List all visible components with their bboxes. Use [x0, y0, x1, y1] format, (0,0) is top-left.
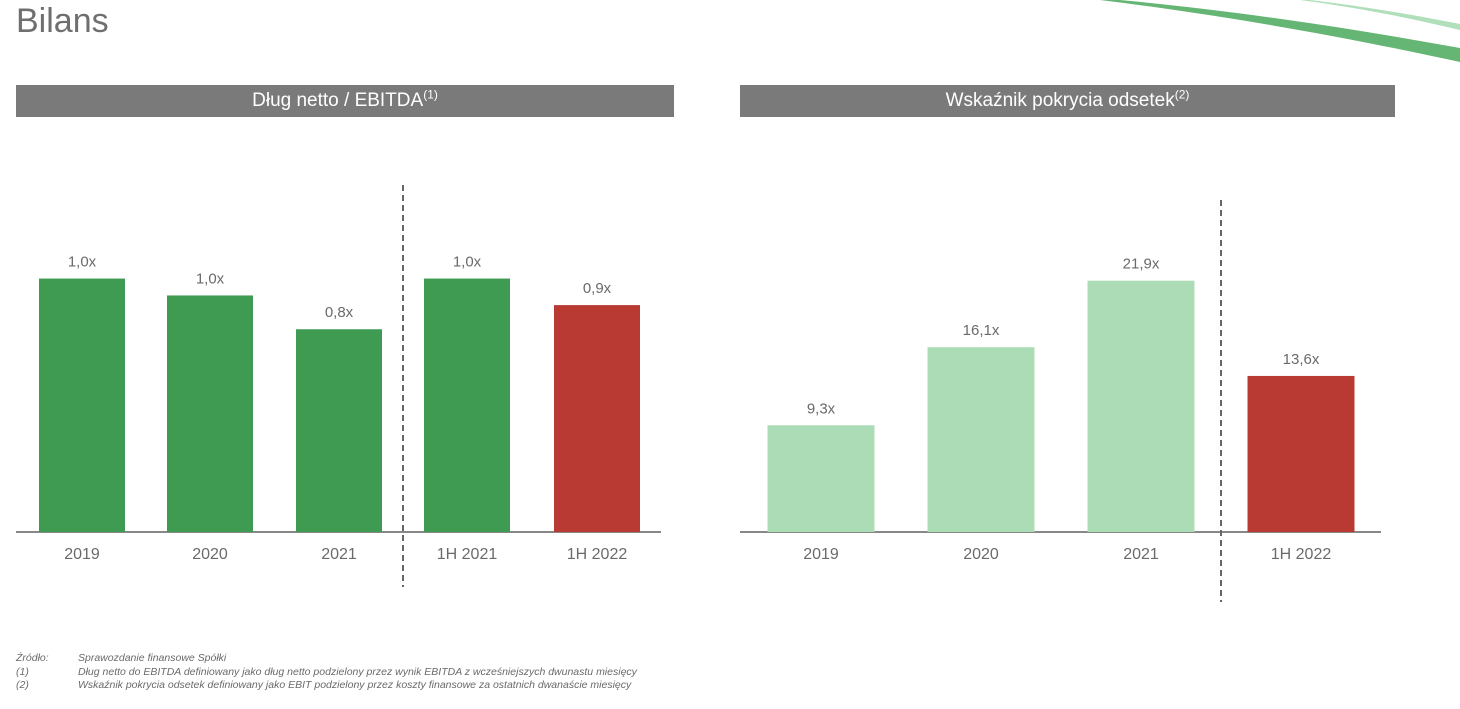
footnotes: Źródło: Sprawozdanie finansowe Spółki (1…	[16, 652, 637, 693]
x-tick-label: 1H 2022	[1271, 546, 1332, 563]
bar-2021	[1087, 280, 1195, 532]
bar-1h-2021	[424, 278, 510, 532]
footnote-label: Źródło:	[16, 652, 49, 664]
footnote-text: Wskaźnik pokrycia odsetek definiowany ja…	[78, 679, 632, 691]
data-label: 1,0x	[68, 254, 97, 271]
bar-2021	[296, 329, 382, 532]
footnote-label: (1)	[16, 665, 29, 678]
x-tick-label: 2021	[321, 546, 357, 563]
x-tick-label: 2020	[192, 546, 228, 563]
data-label: 1,0x	[196, 270, 225, 287]
bar-1h-2022	[1247, 375, 1355, 532]
data-label: 16,1x	[963, 322, 1000, 339]
page-title: Bilans	[16, 2, 109, 40]
data-label: 0,9x	[583, 280, 612, 297]
x-tick-label: 2019	[64, 546, 100, 563]
chart-interest-coverage: 9,3x 2019 16,1x 2020 21,9x 2021 13,6x 1H 2022	[740, 200, 1381, 602]
data-label: 13,6x	[1283, 351, 1320, 368]
chart-title-interest-coverage: Wskaźnik pokrycia odsetek	[945, 90, 1175, 111]
data-label: 21,9x	[1123, 256, 1160, 273]
data-label: 0,8x	[325, 304, 354, 321]
bar-2020	[167, 295, 253, 532]
bar-2019	[767, 425, 875, 532]
bar-2019	[39, 278, 125, 532]
x-tick-label: 2020	[963, 546, 999, 563]
footnote-text: Dług netto do EBITDA definiowany jako dł…	[78, 665, 637, 678]
footnote-source: Źródło: Sprawozdanie finansowe Spółki	[16, 652, 637, 666]
data-label: 9,3x	[807, 400, 836, 417]
x-tick-label: 1H 2022	[567, 546, 628, 563]
x-tick-label: 1H 2021	[437, 546, 498, 563]
brand-swoosh-logo	[1100, 0, 1460, 62]
footnote-label: (2)	[16, 679, 29, 691]
data-label: 1,0x	[453, 254, 482, 271]
footnote-2: (2) Wskaźnik pokrycia odsetek definiowan…	[16, 679, 637, 693]
chart-title-debt-ebitda: Dług netto / EBITDA	[252, 90, 424, 111]
chart-header-interest-coverage: Wskaźnik pokrycia odsetek(2)	[740, 85, 1395, 117]
chart-title-note-2: (2)	[1174, 87, 1190, 102]
footnote-1: (1) Dług netto do EBITDA definiowany jak…	[16, 666, 637, 680]
chart-title-note-1: (1)	[423, 87, 438, 102]
footnote-text: Sprawozdanie finansowe Spółki	[78, 652, 227, 664]
bar-2020	[927, 347, 1035, 532]
chart-header-debt-ebitda: Dług netto / EBITDA(1)	[16, 85, 674, 117]
bar-1h-2022	[554, 305, 640, 532]
x-tick-label: 2019	[803, 546, 839, 563]
chart-debt-ebitda: 1,0x 2019 1,0x 2020 0,8x 2021 1,0x 1H 2021 0,9x 1…	[16, 185, 661, 587]
x-tick-label: 2021	[1123, 546, 1159, 563]
